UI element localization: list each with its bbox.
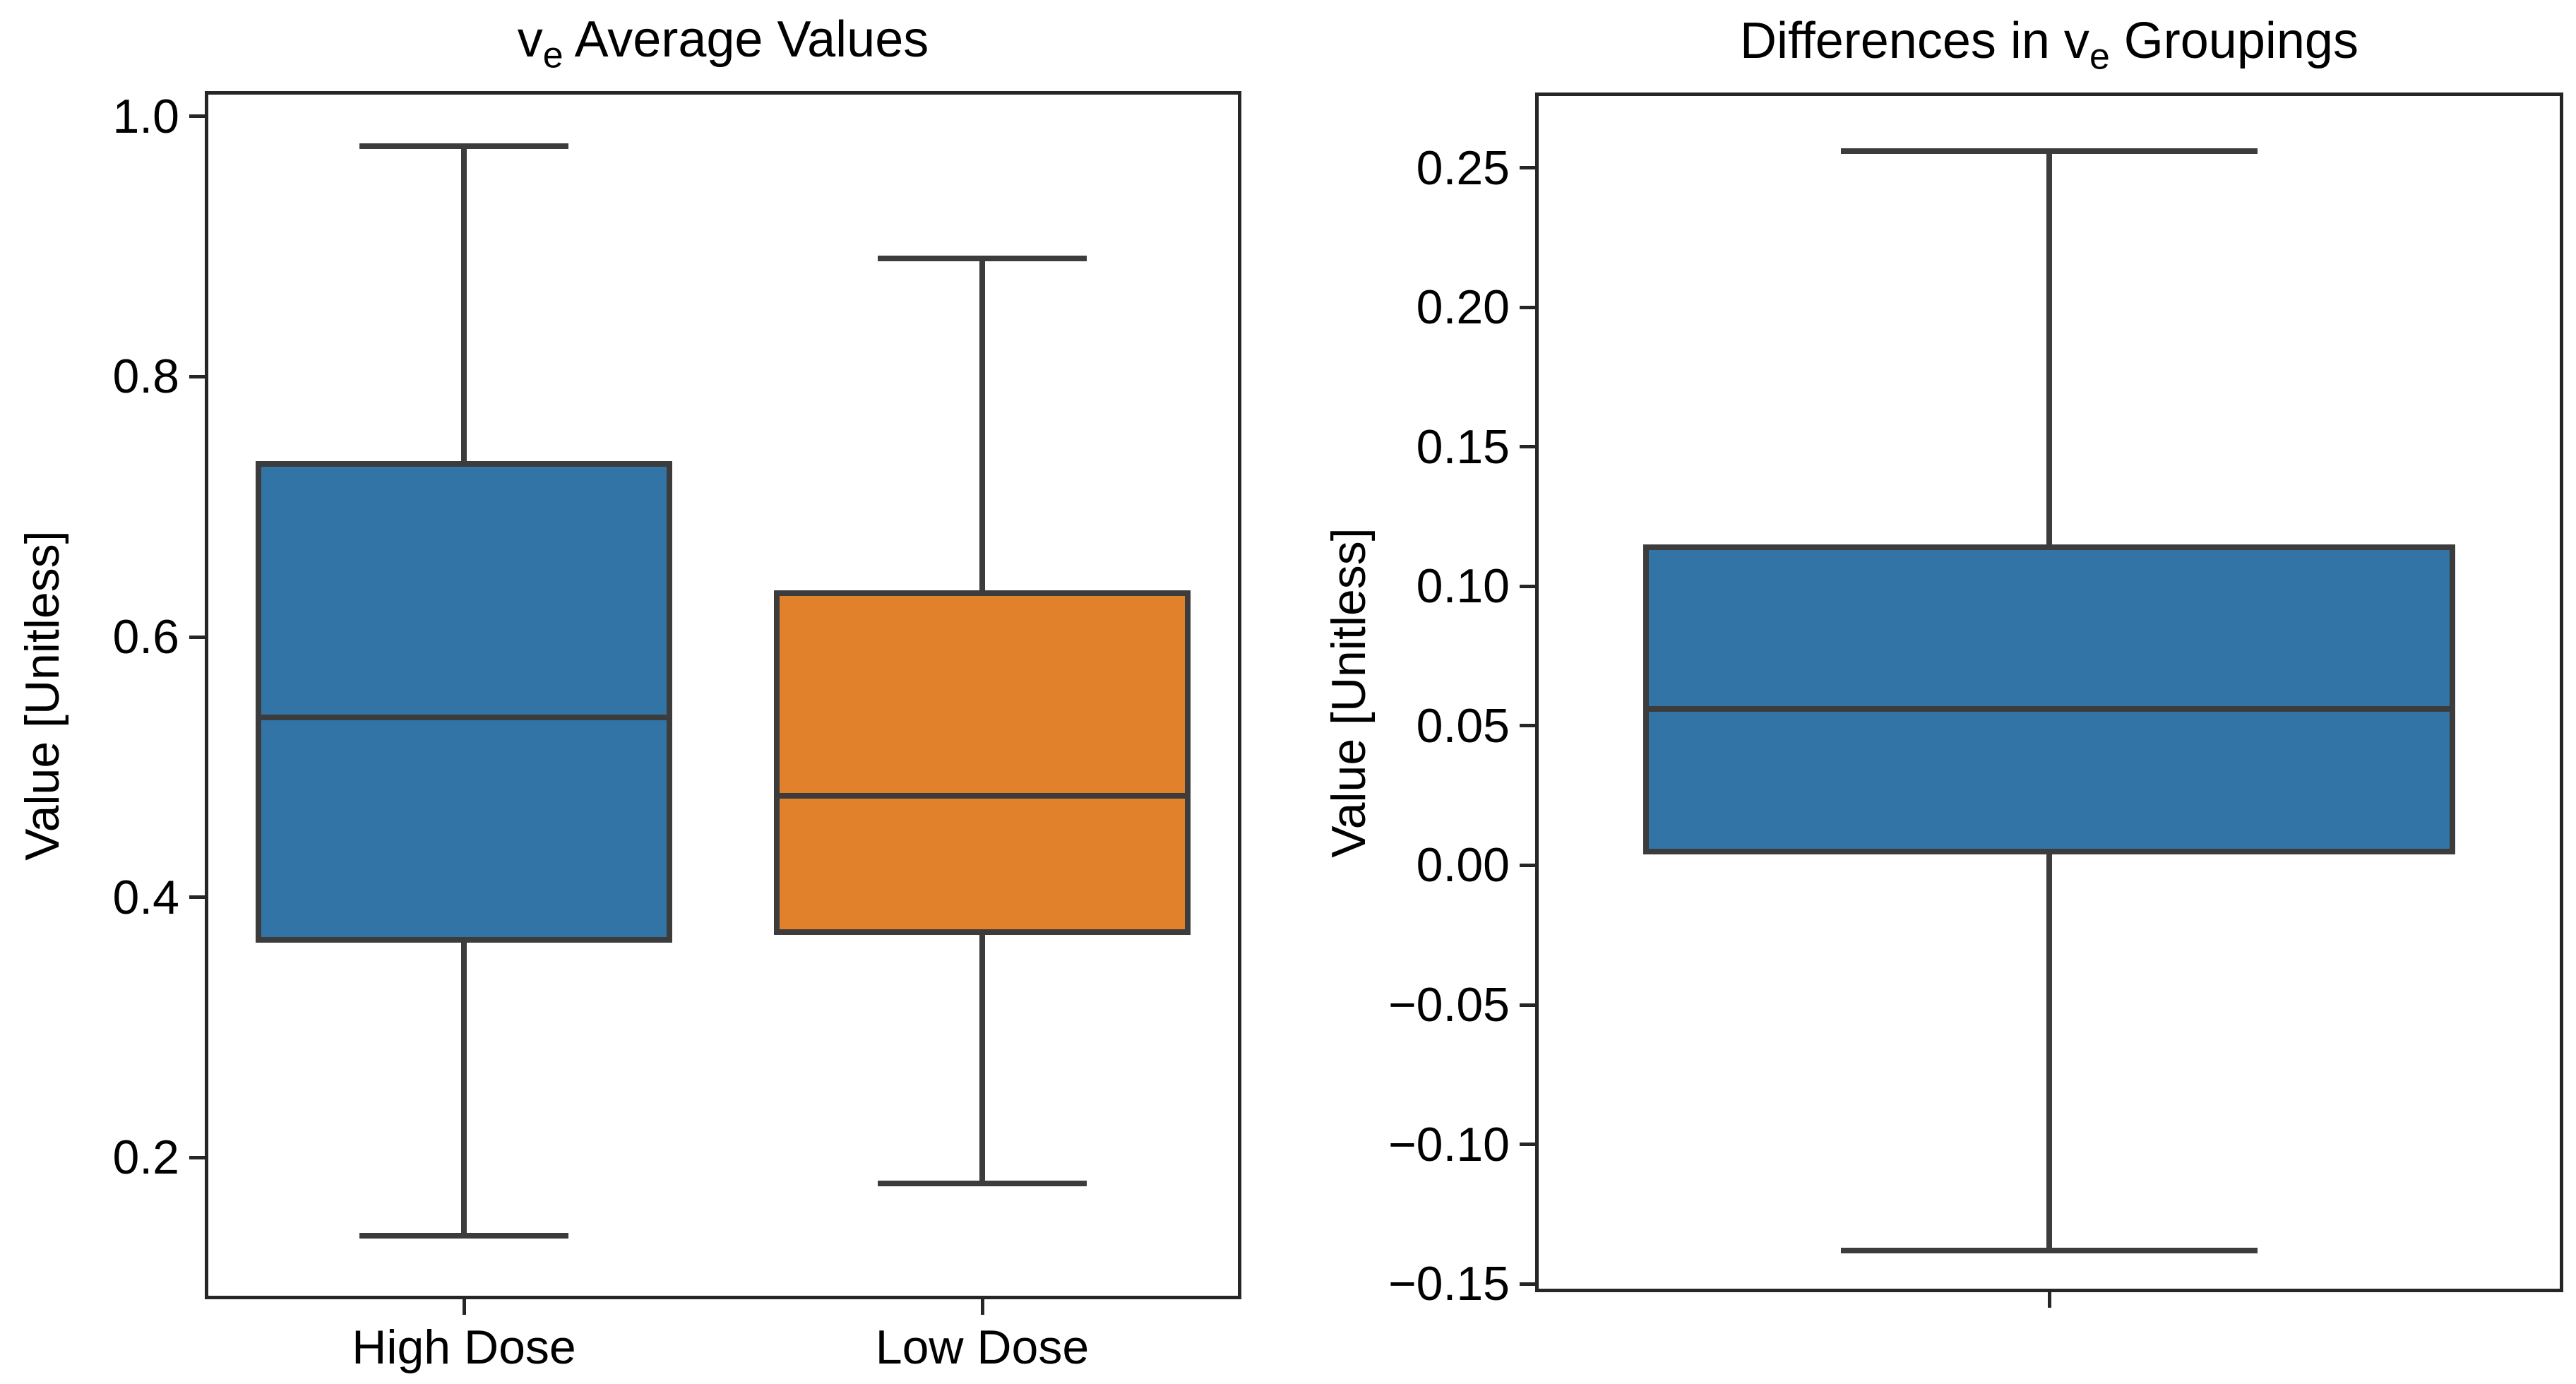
box-iqr [256,461,672,943]
x-tick [980,1299,984,1315]
lower-whisker [461,943,467,1236]
y-tick [1520,1003,1535,1007]
y-tick-label: −0.15 [1388,1257,1510,1311]
title-text: v [517,11,543,68]
x-tick [2047,1292,2051,1308]
y-tick-label: −0.10 [1388,1117,1510,1171]
right-boxplot-axes: Differences in ve Groupings Value [Unitl… [1322,13,2563,1308]
y-tick-label: 0.2 [112,1131,179,1185]
x-tick [462,1299,466,1315]
y-tick-label: 0.4 [112,870,179,924]
y-tick [1520,1282,1535,1286]
y-tick [1520,445,1535,449]
upper-whisker-cap [359,143,568,150]
y-tick [1520,166,1535,170]
title-text: Differences in v [1740,13,2089,69]
title-subscript: e [542,34,564,76]
y-tick [1520,863,1535,867]
y-tick [189,114,205,119]
upper-whisker-cap [1841,148,2258,154]
y-tick-label: −0.05 [1388,978,1510,1032]
upper-whisker [461,146,467,462]
lower-whisker-cap [1841,1247,2258,1253]
y-axis-label: Value [Unitless] [16,530,69,861]
lower-whisker [2046,854,2052,1251]
y-tick-label: 0.15 [1416,419,1510,474]
title-subscript: e [2089,35,2110,77]
left-boxplot-axes: ve Average Values Value [Unitless] 1.0 0.… [16,11,1241,1371]
y-tick [1520,724,1535,728]
box-iqr [1643,544,2455,854]
y-tick [1520,584,1535,588]
y-tick-label: 0.20 [1416,280,1510,335]
chart-title: ve Average Values [205,8,1241,73]
median-line [256,715,672,721]
chart-title: Differences in ve Groupings [1535,9,2563,77]
upper-whisker [2046,150,2052,545]
lower-whisker-cap [878,1180,1087,1186]
y-tick-label: 0.6 [112,610,179,664]
upper-whisker-cap [878,255,1087,261]
median-line [1643,706,2455,712]
y-tick-label: 0.25 [1416,141,1510,195]
lower-whisker [979,935,985,1183]
y-tick [1520,1143,1535,1147]
x-tick-label: High Dose [352,1320,576,1374]
y-tick [1520,305,1535,309]
box-iqr [774,590,1191,936]
y-tick-label: 0.8 [112,350,179,404]
upper-whisker [979,258,985,590]
y-tick [189,1155,205,1159]
y-tick [189,895,205,900]
y-tick-label: 1.0 [112,89,179,143]
x-tick-label: Low Dose [875,1320,1090,1374]
lower-whisker-cap [359,1232,568,1239]
title-text: Average Values [563,11,929,68]
median-line [774,792,1191,799]
y-tick-label: 0.05 [1416,698,1510,753]
y-tick [189,374,205,378]
y-tick-label: 0.10 [1416,559,1510,614]
y-tick [189,635,205,639]
axes-frame [205,91,1241,1299]
axes-frame [1535,93,2563,1292]
title-text: Groupings [2109,13,2359,69]
y-tick-label: 0.00 [1416,838,1510,893]
